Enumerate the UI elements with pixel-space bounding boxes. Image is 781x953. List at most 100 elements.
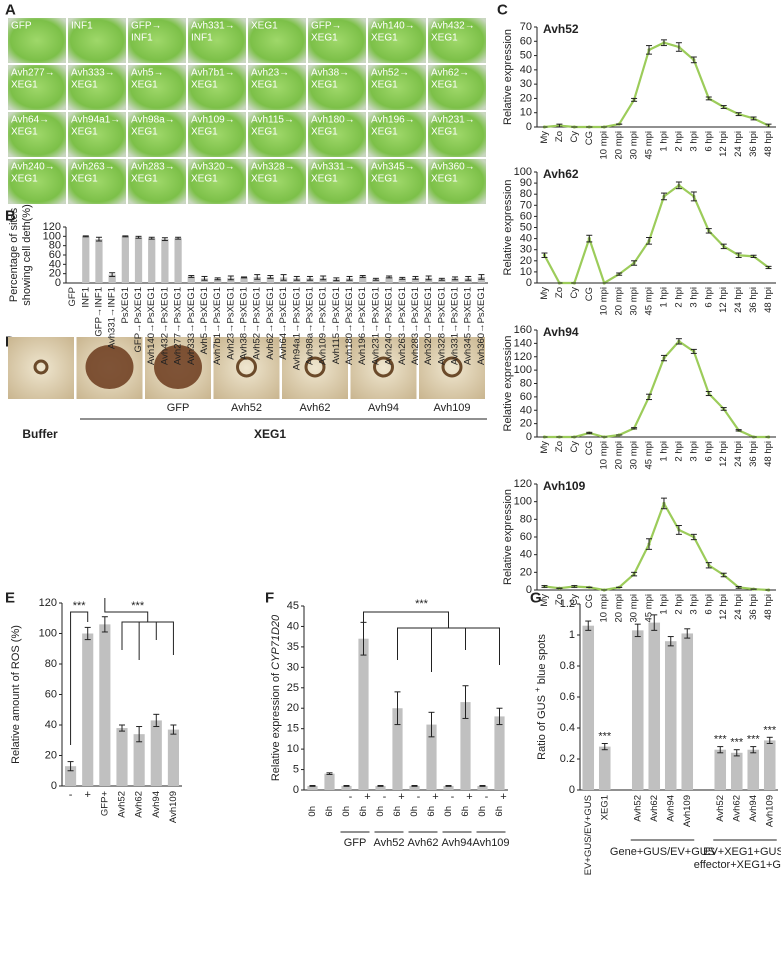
leaf-photo: [8, 159, 66, 204]
bar: [319, 277, 327, 283]
x-tick-label: GFP→PsXEG1: [133, 287, 144, 352]
sign-label: -: [383, 791, 387, 803]
bar: [730, 752, 743, 790]
bar: [324, 773, 335, 790]
sign-label: -: [451, 791, 455, 803]
photo-label: XEG1: [371, 33, 398, 44]
x-tick-label: 24 hpi: [733, 131, 744, 157]
photo-label: XEG1: [131, 80, 158, 91]
leaf-photo: [68, 65, 126, 110]
x-tick-label: Avh180→PsXEG1: [344, 287, 355, 365]
x-tick-label: 36 hpi: [748, 287, 759, 313]
y-tick-label: 20: [45, 750, 57, 762]
y-tick-label: 80: [520, 188, 532, 200]
x-tick-label: 36 hpi: [748, 441, 759, 467]
photo-label: Avh333→: [71, 68, 115, 79]
bar: [411, 277, 420, 283]
x-tick-label: Avh331→PsXEG1: [450, 287, 461, 365]
x-tick-label: My: [539, 594, 550, 607]
leaf-photo: [308, 112, 366, 157]
x-tick-label: Avh320→PsXEG1: [423, 287, 434, 365]
leaf-photo: [428, 65, 486, 110]
bar: [227, 277, 235, 283]
x-tick-label: Avh52→PsXEG1: [252, 287, 263, 360]
bar: [438, 279, 446, 283]
x-tick-label: 1 hpi: [658, 594, 669, 615]
x-tick-label: Avh140→PsXEG1: [146, 287, 157, 365]
leaf-photo: [128, 112, 186, 157]
y-tick-label: 0.4: [560, 722, 575, 734]
x-tick-label: 12 hpi: [718, 287, 729, 313]
y-tick-label: 20: [287, 702, 299, 714]
x-tick-label: 6h: [460, 806, 471, 817]
x-tick-label: Avh52: [715, 795, 726, 822]
disc-photo: [419, 337, 485, 399]
x-tick-label: Cy: [569, 594, 580, 606]
photo-label: Avh23→: [251, 68, 289, 79]
bar: [763, 740, 776, 790]
y-tick-label: 120: [514, 478, 532, 490]
photo-label: Avh196→: [371, 115, 415, 126]
x-tick-label: EV+GUS/EV+GUS: [583, 795, 594, 875]
chart-title: Avh52: [543, 22, 579, 36]
x-tick-label: 24 hpi: [733, 441, 744, 467]
x-tick-label: 6 hpi: [703, 594, 714, 615]
sign-label: +: [364, 791, 370, 803]
x-tick-label: 1 hpi: [658, 287, 669, 308]
photo-label: Avh277→: [11, 68, 55, 79]
y-tick-label: 10: [520, 266, 532, 278]
stain: [304, 356, 326, 378]
x-tick-label: Avh263→PsXEG1: [397, 287, 408, 365]
x-tick-label: Avh115→PsXEG1: [331, 287, 342, 364]
x-tick-label: 10 mpi: [599, 441, 610, 470]
photo-label: XEG1: [191, 174, 218, 185]
x-tick-label: Avh109→PsXEG1: [318, 287, 329, 365]
group-label: Avh62: [408, 837, 439, 849]
y-axis-title: Relative expression: [502, 180, 514, 276]
bar: [425, 277, 433, 283]
y-tick-label: 120: [39, 597, 57, 609]
x-tick-label: 0h: [341, 806, 352, 817]
x-tick-label: 20 mpi: [614, 131, 625, 160]
disc-photo: [282, 337, 348, 399]
panel-letter: A: [5, 2, 16, 19]
photo-label: Avh140→: [371, 21, 415, 32]
x-tick-label: Avh240→PsXEG1: [384, 287, 395, 365]
photo-label: XEG1: [131, 127, 158, 138]
x-tick-label: 6 hpi: [703, 287, 714, 308]
y-tick-label: 40: [45, 719, 57, 731]
leaf-photo: [428, 159, 486, 204]
x-tick-label: Cy: [569, 131, 580, 143]
leaf-photo: [308, 18, 366, 63]
y-tick-label: 60: [520, 210, 532, 222]
bar: [161, 239, 169, 283]
photo-label: INF1: [191, 33, 213, 44]
photo-label: Avh52→: [371, 68, 409, 79]
photo-label: XEG1: [431, 80, 458, 91]
x-tick-label: 30 mpi: [629, 594, 640, 623]
y-tick-label: 5: [293, 764, 299, 776]
group-label: Avh52: [374, 837, 405, 849]
photo-label: GFP: [11, 21, 32, 32]
x-tick-label: 6 hpi: [703, 131, 714, 152]
disc-photo: [213, 337, 280, 399]
x-tick-label: Cy: [569, 287, 580, 299]
leaf-photo: [428, 18, 486, 63]
y-axis-title-part: CYP71D20: [270, 614, 282, 670]
bar: [631, 630, 644, 790]
y-tick-label: 80: [520, 378, 532, 390]
bar: [174, 238, 182, 283]
bar: [240, 277, 248, 283]
x-tick-label: CG: [584, 287, 595, 301]
x-tick-label: 36 hpi: [748, 594, 759, 620]
x-tick-label: Avh196→PsXEG1: [357, 287, 368, 365]
x-tick-label: CG: [584, 441, 595, 455]
x-tick-label: 0h: [477, 806, 488, 817]
bar: [409, 785, 420, 790]
x-tick-label: 0h: [443, 806, 454, 817]
panel-letter: B: [5, 208, 16, 225]
leaf-photo: [8, 18, 66, 63]
leaf-photo: [428, 112, 486, 157]
y-tick-label: 20: [520, 92, 532, 104]
y-axis-title: Relative expression: [502, 489, 514, 585]
